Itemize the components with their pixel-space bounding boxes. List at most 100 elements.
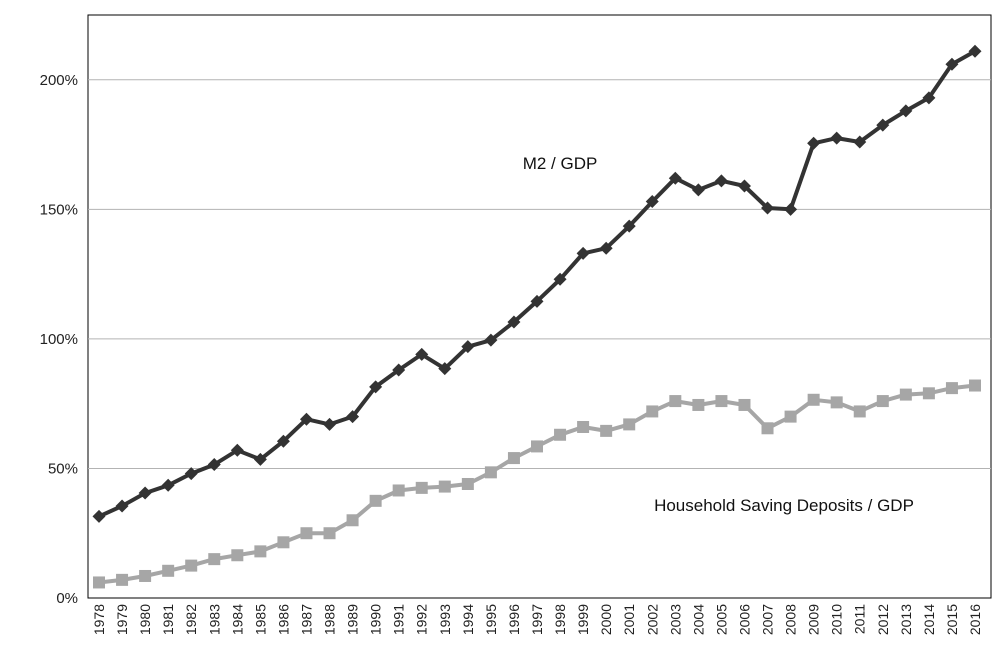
- x-tick-label: 1993: [437, 604, 453, 635]
- data-point: [346, 410, 360, 424]
- x-tick-label: 2000: [598, 604, 614, 635]
- data-point: [761, 201, 775, 215]
- data-point: [553, 272, 567, 286]
- data-point: [623, 418, 636, 431]
- x-tick-label: 1992: [414, 604, 430, 635]
- x-tick-label: 2002: [644, 604, 660, 635]
- data-point: [208, 553, 221, 566]
- data-point: [737, 179, 751, 193]
- data-point: [507, 315, 521, 329]
- x-tick-label: 2005: [713, 604, 729, 635]
- data-point: [554, 428, 567, 441]
- data-point: [830, 396, 843, 409]
- series-annotation-household-deposits: Household Saving Deposits / GDP: [654, 496, 914, 515]
- data-point: [784, 410, 797, 423]
- data-point: [231, 549, 244, 562]
- series-annotation-m2: M2 / GDP: [523, 154, 598, 173]
- x-tick-label: 1990: [368, 604, 384, 635]
- data-point: [277, 536, 290, 549]
- data-point: [461, 340, 475, 354]
- data-point: [184, 467, 198, 481]
- data-point: [207, 458, 221, 472]
- data-point: [415, 347, 429, 361]
- x-tick-label: 2006: [736, 604, 752, 635]
- x-tick-label: 2009: [806, 604, 822, 635]
- data-point: [945, 57, 959, 71]
- data-point: [646, 405, 659, 418]
- x-tick-label: 1978: [91, 604, 107, 635]
- x-tick-label: 2011: [852, 604, 868, 634]
- x-tick-label: 2015: [944, 604, 960, 635]
- data-point: [115, 499, 129, 513]
- data-point: [162, 564, 175, 577]
- x-tick-label: 2008: [783, 604, 799, 635]
- y-tick-label: 0%: [56, 590, 78, 607]
- x-tick-label: 1979: [114, 604, 130, 635]
- data-point: [484, 333, 498, 347]
- data-point: [461, 477, 474, 490]
- x-tick-label: 2012: [875, 604, 891, 635]
- x-tick-label: 1984: [229, 604, 245, 635]
- data-point: [968, 44, 982, 58]
- data-point: [761, 422, 774, 435]
- data-point: [438, 362, 452, 376]
- data-point: [530, 294, 544, 308]
- data-point: [922, 387, 935, 400]
- data-point: [599, 241, 613, 255]
- x-tick-label: 1997: [529, 604, 545, 635]
- x-tick-label: 1988: [322, 604, 338, 635]
- data-point: [807, 393, 820, 406]
- data-point: [323, 417, 337, 431]
- data-point: [853, 135, 867, 149]
- data-point: [922, 91, 936, 105]
- data-point: [715, 395, 728, 408]
- x-tick-label: 2003: [667, 604, 683, 635]
- data-point: [876, 118, 890, 132]
- x-axis-ticks: 1978 1979 1980 1981 1982 1983 1984 1985 1986 1987…: [91, 604, 983, 635]
- y-tick-label: 50%: [48, 460, 78, 477]
- x-tick-label: 1989: [345, 604, 361, 635]
- data-point: [392, 484, 405, 497]
- y-tick-label: 200%: [40, 72, 78, 89]
- data-point: [576, 246, 590, 260]
- data-point: [161, 478, 175, 492]
- x-tick-label: 1981: [160, 604, 176, 635]
- x-tick-label: 2004: [690, 604, 706, 635]
- plot-area: [87, 14, 992, 599]
- x-tick-label: 2007: [760, 604, 776, 635]
- data-point: [300, 527, 313, 540]
- data-point: [714, 174, 728, 188]
- data-point: [116, 573, 129, 586]
- data-point: [507, 452, 520, 465]
- y-tick-label: 150%: [40, 201, 78, 218]
- data-point: [899, 104, 913, 118]
- data-point: [276, 434, 290, 448]
- x-tick-label: 1980: [137, 604, 153, 635]
- data-point: [784, 202, 798, 216]
- data-point: [830, 131, 844, 145]
- x-tick-label: 1987: [298, 604, 314, 635]
- data-point: [876, 395, 889, 408]
- x-tick-label: 1991: [391, 604, 407, 635]
- data-point: [346, 514, 359, 527]
- data-point: [415, 481, 428, 494]
- x-tick-label: 1995: [483, 604, 499, 635]
- x-tick-label: 1998: [552, 604, 568, 635]
- data-point: [691, 183, 705, 197]
- x-tick-label: 1983: [206, 604, 222, 635]
- data-point: [853, 405, 866, 418]
- data-point: [668, 171, 682, 185]
- data-point: [807, 136, 821, 150]
- x-tick-label: 1996: [506, 604, 522, 635]
- data-point: [369, 380, 383, 394]
- y-axis-ticks: 0% 50% 100% 150% 200%: [40, 72, 78, 607]
- data-point: [323, 527, 336, 540]
- data-point: [622, 219, 636, 233]
- data-point: [577, 420, 590, 433]
- data-point: [738, 398, 751, 411]
- data-point: [93, 576, 105, 589]
- data-point: [899, 388, 912, 401]
- x-tick-label: 2013: [898, 604, 914, 635]
- data-point: [945, 382, 958, 395]
